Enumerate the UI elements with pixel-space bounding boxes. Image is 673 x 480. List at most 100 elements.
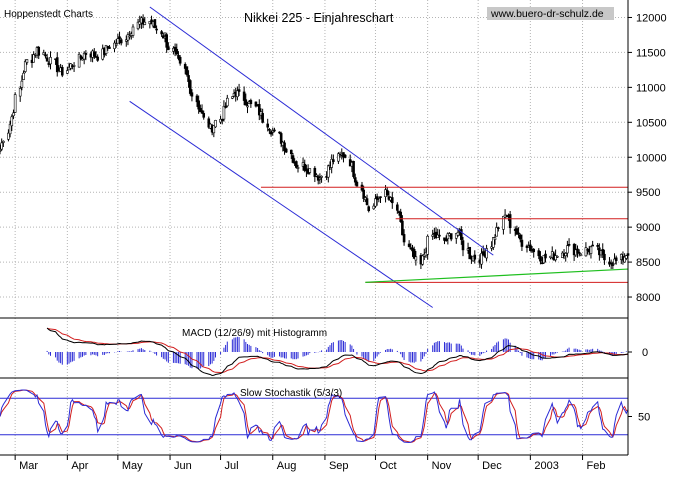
candle-body <box>45 57 49 62</box>
candle-body <box>72 65 76 67</box>
candle-body <box>446 233 450 240</box>
candle-body <box>332 159 335 162</box>
candle-body <box>190 92 194 97</box>
candle-body <box>529 244 532 251</box>
candle-body <box>508 214 512 229</box>
candle-body <box>195 95 199 103</box>
candle-body <box>492 237 495 248</box>
candle-body <box>178 56 182 64</box>
url-box <box>487 7 614 20</box>
candle-body <box>596 244 599 247</box>
candle-body <box>576 248 579 254</box>
stochastic-axis-label: 50 <box>638 412 650 424</box>
candle-body <box>269 131 273 135</box>
candle-body <box>555 256 559 258</box>
month-label: Sep <box>329 460 349 472</box>
candle-body <box>18 88 22 97</box>
candle-body <box>22 72 25 80</box>
candle-body <box>25 59 29 63</box>
candle-body <box>495 227 498 237</box>
candle-body <box>49 57 52 65</box>
candle-body <box>278 131 281 134</box>
candle-body <box>320 175 323 178</box>
candle-body <box>520 239 524 247</box>
candle-body <box>342 152 345 158</box>
candle-body <box>589 246 593 254</box>
month-label: Nov <box>432 460 452 472</box>
candle-body <box>330 158 333 168</box>
candle-body <box>584 247 588 257</box>
candle-body <box>515 228 519 235</box>
macd-title: MACD (12/26/9) mit Histogramm <box>182 328 327 339</box>
candle-body <box>266 123 269 128</box>
candle-body <box>564 253 568 257</box>
candle-body <box>116 38 120 44</box>
macd-signal-line <box>47 327 629 373</box>
candle-body <box>532 248 536 253</box>
candle-body <box>7 132 10 140</box>
candle-body <box>177 55 180 59</box>
candle-body <box>212 125 216 134</box>
month-label: Jun <box>174 460 192 472</box>
candle-body <box>118 36 121 39</box>
candle-body <box>214 120 217 128</box>
candle-body <box>497 227 500 229</box>
candle-body <box>60 66 64 76</box>
candle-body <box>303 163 307 171</box>
candle-body <box>579 253 583 256</box>
candle-body <box>77 53 81 68</box>
candle-body <box>207 118 211 128</box>
candle-body <box>611 264 615 266</box>
macd-line <box>46 327 629 377</box>
candle-body <box>414 256 418 261</box>
candle-body <box>165 34 168 48</box>
candle-body <box>113 42 116 49</box>
candle-body <box>518 234 522 240</box>
price-axis-label: 9500 <box>636 187 660 199</box>
candle-body <box>313 167 317 177</box>
candle-body <box>126 34 130 41</box>
candle-body <box>295 161 298 168</box>
month-label: Mar <box>19 460 38 472</box>
candle-body <box>362 189 365 199</box>
candle-body <box>554 255 557 261</box>
candle-body <box>493 237 497 240</box>
candle-body <box>444 239 448 241</box>
price-axis-label: 10500 <box>636 117 667 129</box>
stochastic-title: Slow Stochastik (5/3/3) <box>240 388 342 399</box>
candle-body <box>79 55 83 59</box>
candle-body <box>460 229 463 240</box>
candle-body <box>337 153 340 162</box>
candle-body <box>187 75 190 82</box>
url-label: www.buero-dr-schulz.de <box>490 8 604 20</box>
candle-body <box>153 19 157 29</box>
candle-body <box>540 262 544 265</box>
candle-body <box>10 116 14 127</box>
candle-body <box>390 197 394 204</box>
candle-body <box>284 148 288 153</box>
candle-body <box>167 46 170 51</box>
candle-body <box>0 150 2 152</box>
month-label: Dec <box>482 460 502 472</box>
candle-body <box>353 177 357 183</box>
candle-body <box>244 99 248 106</box>
candle-body <box>566 245 569 254</box>
candle-body <box>542 255 546 264</box>
candle-body <box>160 31 163 35</box>
candle-body <box>104 45 108 54</box>
candle-body <box>12 112 15 117</box>
candle-body <box>407 243 411 247</box>
candle-body <box>84 53 88 55</box>
candle-body <box>44 54 47 57</box>
candle-body <box>200 110 204 114</box>
candle-body <box>438 234 441 237</box>
candle-body <box>185 66 189 75</box>
candle-body <box>32 54 35 63</box>
candle-body <box>567 243 571 246</box>
candle-body <box>544 253 547 259</box>
candle-body <box>136 21 140 30</box>
candle-body <box>315 174 318 177</box>
candle-body <box>188 80 192 94</box>
candle-body <box>461 240 465 251</box>
